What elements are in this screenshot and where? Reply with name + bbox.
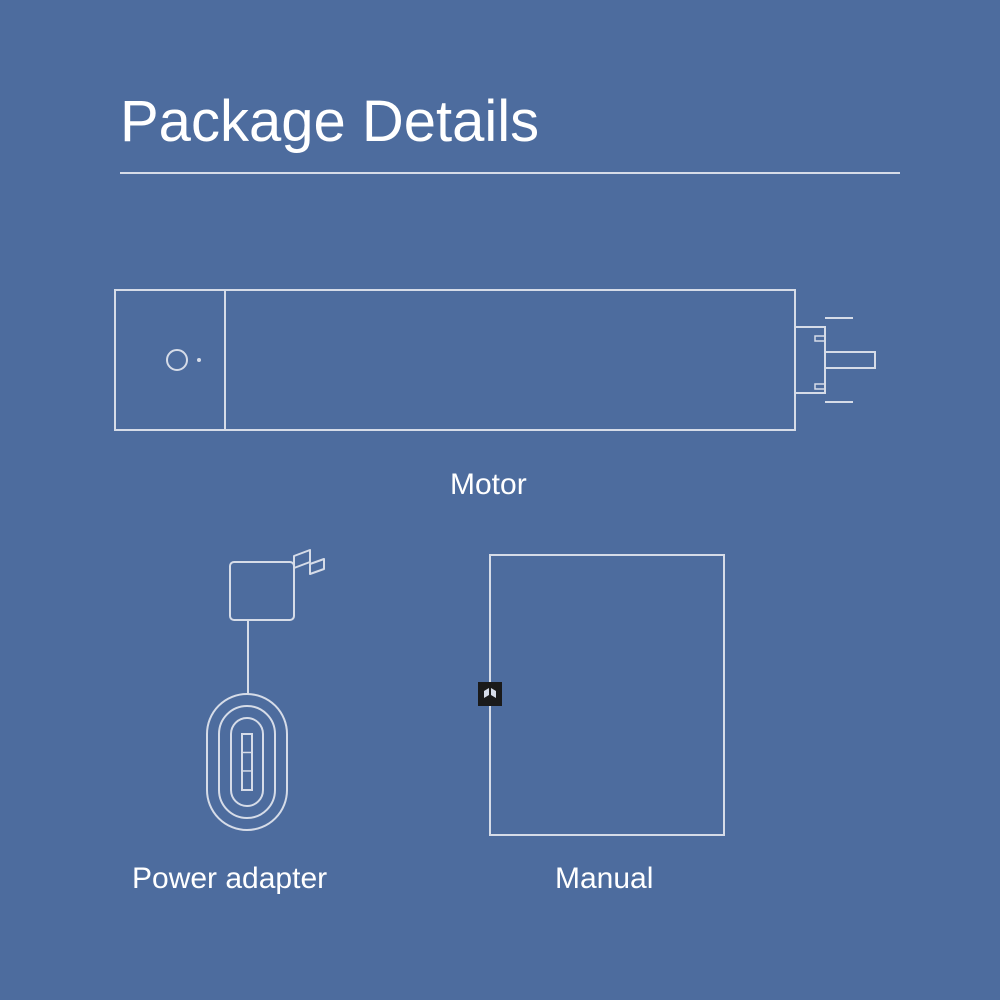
manual-label: Manual <box>555 862 653 896</box>
package-details-infographic: Package Details Motor Power adapter Manu… <box>0 0 1000 1000</box>
manual-icon <box>0 0 1000 1000</box>
